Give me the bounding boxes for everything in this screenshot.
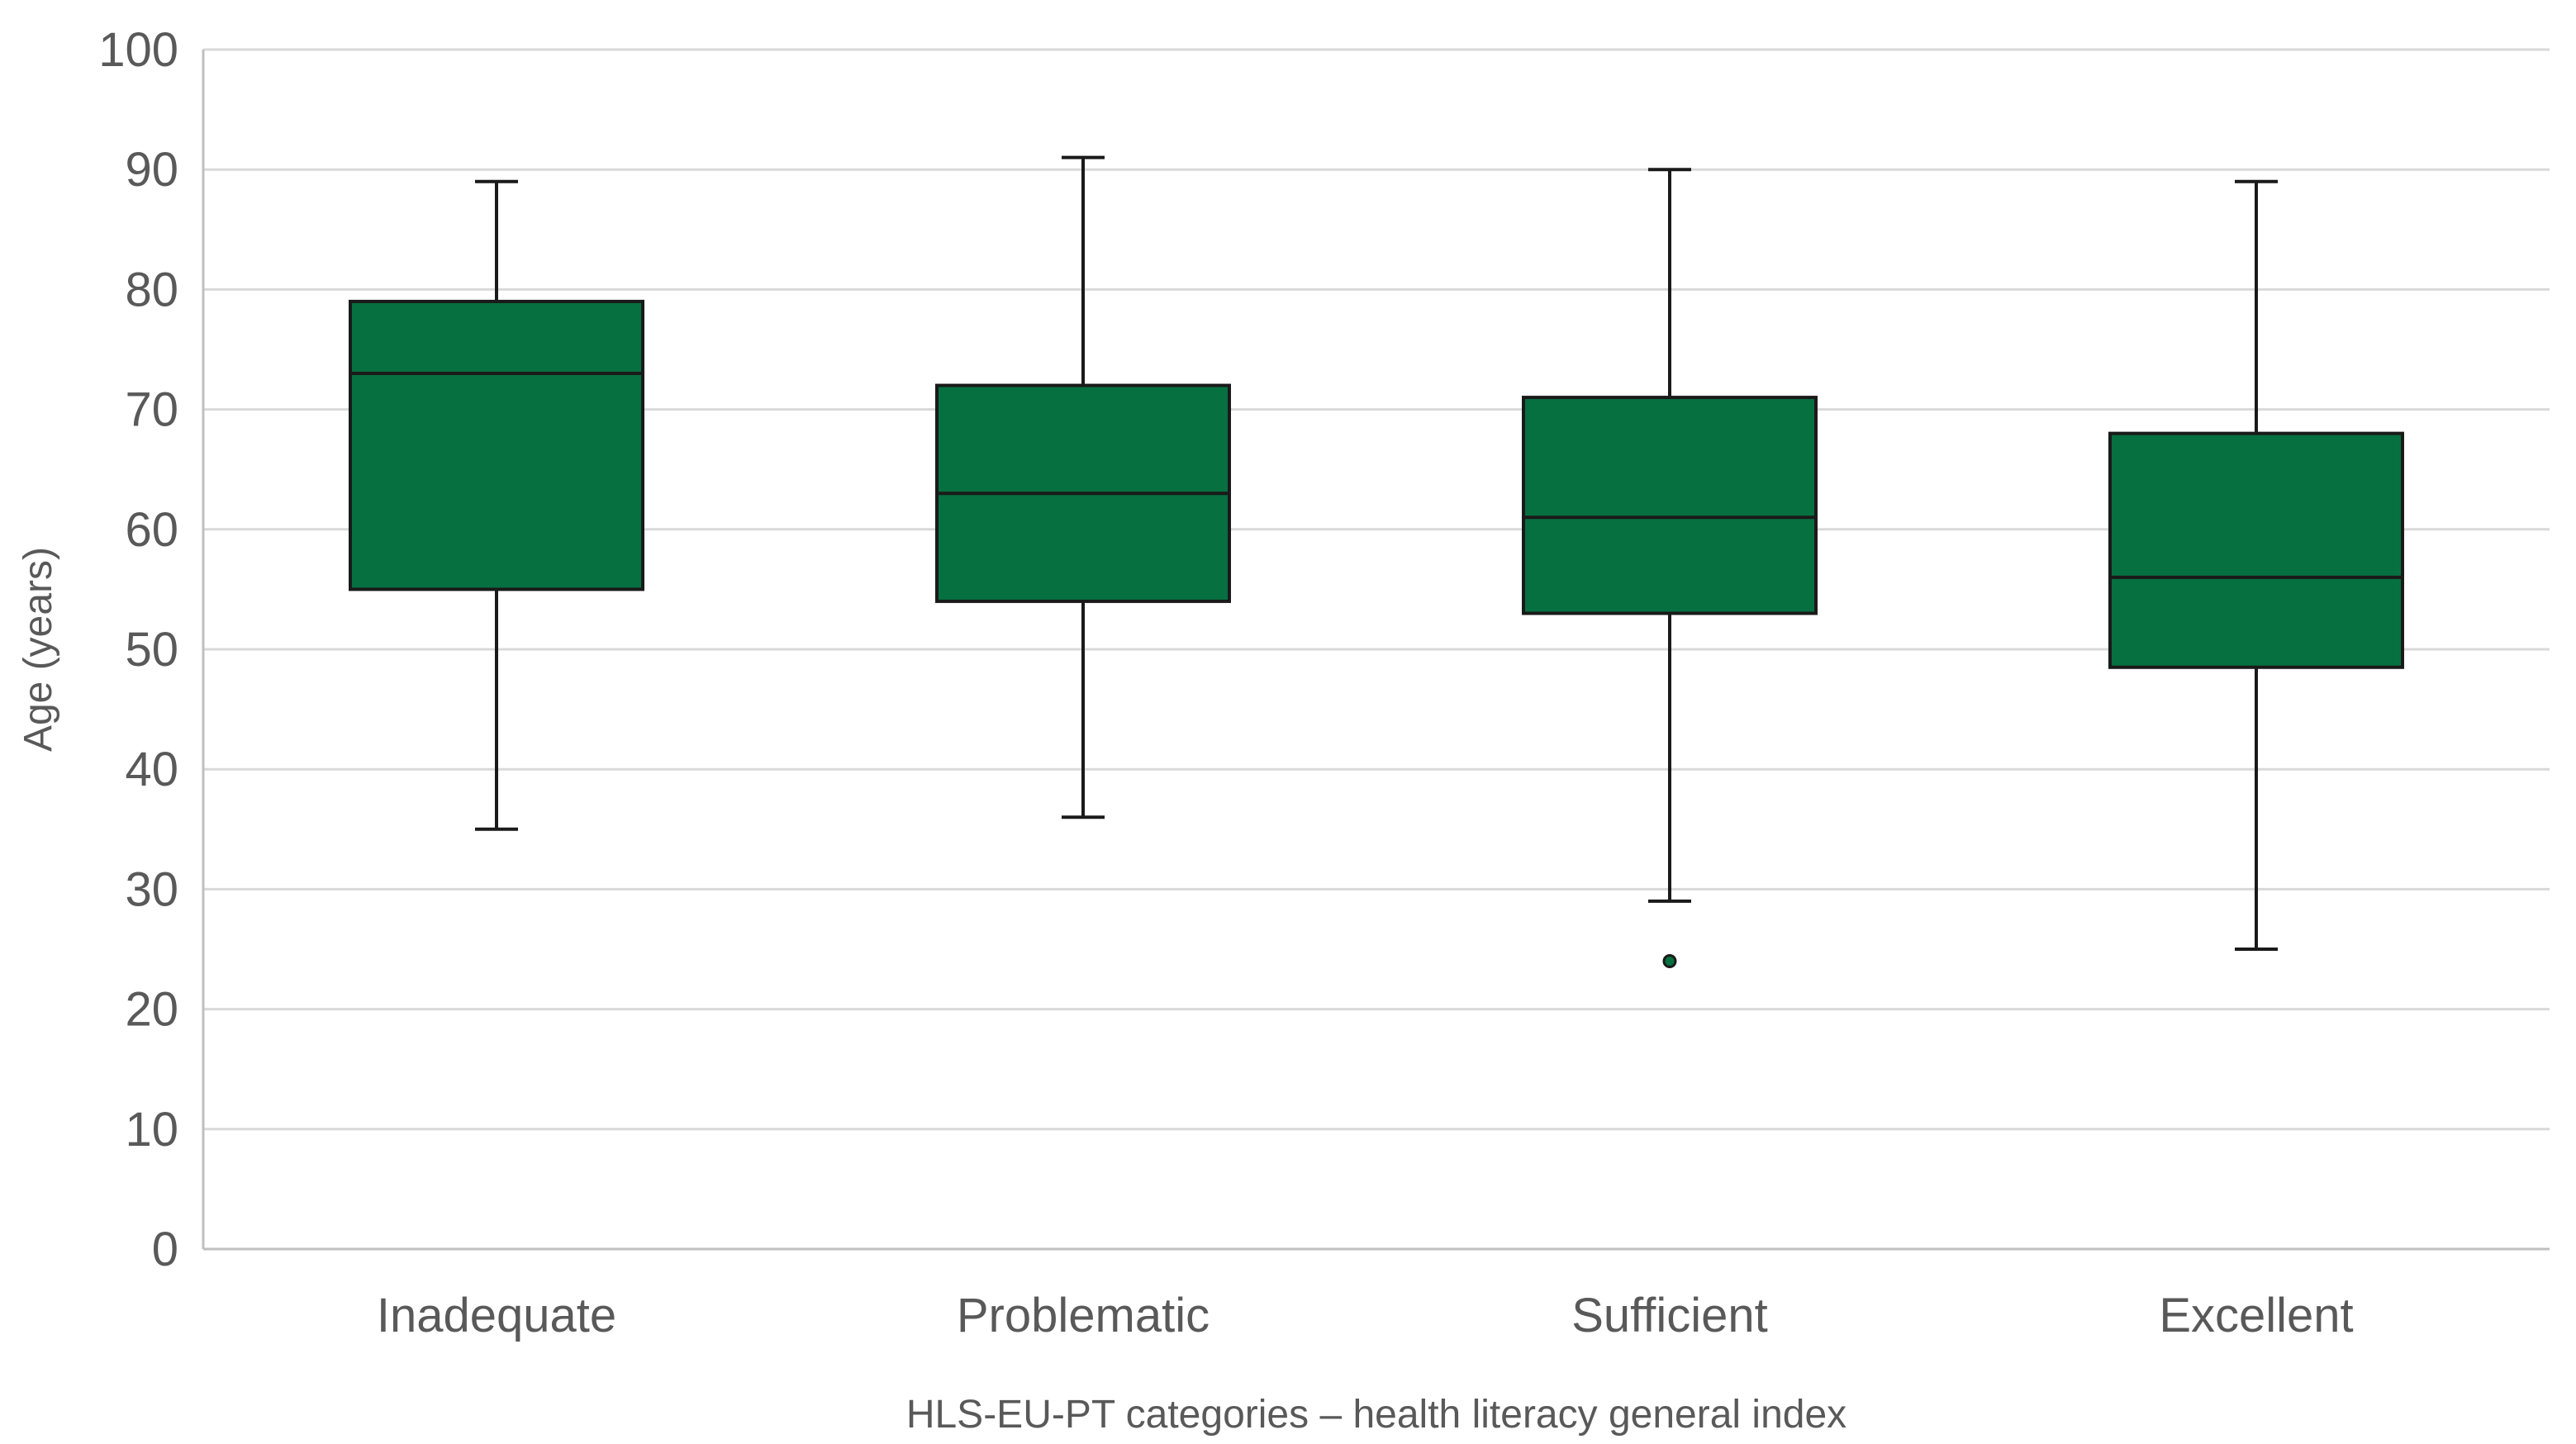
y-tick-label: 90: [125, 143, 178, 197]
x-axis-title: HLS-EU-PT categories – health literacy g…: [906, 1393, 1846, 1437]
box-inadequate: [349, 179, 644, 831]
category-label: Excellent: [2159, 1289, 2353, 1342]
iqr-box: [1522, 396, 1818, 615]
iqr-box: [349, 299, 644, 591]
y-tick-label: 10: [125, 1103, 178, 1157]
y-tick-label: 100: [98, 23, 178, 77]
category-label: Problematic: [957, 1289, 1210, 1342]
box-sufficient: [1522, 168, 1818, 969]
y-tick-labels: 0 10 20 30 40 50 60 70 80 90 100: [98, 23, 178, 1276]
category-label: Sufficient: [1571, 1289, 1768, 1342]
y-tick-label: 30: [125, 862, 178, 916]
y-tick-label: 0: [152, 1223, 178, 1276]
category-label: Inadequate: [377, 1289, 616, 1342]
axes: [202, 50, 2550, 1251]
y-tick-label: 70: [125, 383, 178, 437]
y-tick-label: 50: [125, 623, 178, 677]
y-tick-label: 20: [125, 983, 178, 1037]
y-axis-title: Age (years): [17, 547, 60, 752]
box-problematic: [935, 155, 1231, 819]
category-labels: Inadequate Problematic Sufficient Excellent: [377, 1289, 2354, 1342]
box-excellent: [2108, 179, 2404, 951]
outlier-point: [1662, 954, 1677, 969]
iqr-box: [2108, 431, 2404, 669]
y-tick-label: 40: [125, 743, 178, 796]
y-tick-label: 60: [125, 503, 178, 557]
boxes: [349, 155, 2404, 969]
y-tick-label: 80: [125, 263, 178, 316]
